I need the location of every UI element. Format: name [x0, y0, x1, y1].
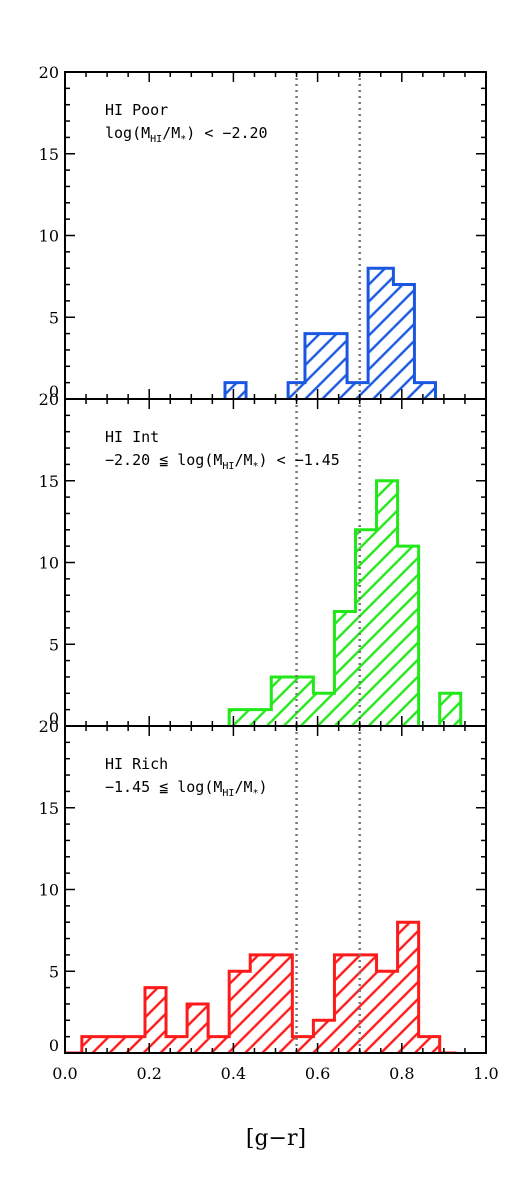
histogram-bar: [347, 382, 369, 399]
histogram-bar: [334, 954, 377, 1053]
histogram-bar: [376, 480, 398, 726]
y-tick-label: 20: [39, 390, 59, 409]
panel-condition: −2.20 ≦ log(MHI/M*) < −1.45: [105, 451, 340, 472]
y-tick-label: 10: [39, 881, 59, 900]
y-tick-label: 15: [39, 472, 59, 491]
histogram-bar: [224, 382, 247, 399]
y-tick-label: 0: [49, 709, 59, 728]
histogram-bar: [393, 284, 415, 399]
axes-frame: [64, 71, 487, 400]
histogram-bar: [229, 971, 251, 1053]
panel-label: HI Poor: [105, 101, 168, 119]
histogram-2: [65, 920, 457, 1053]
panel-1: 0 5 10 15 20 HI Int −2.20 ≦ log(MHI/M*) < −1.4…: [39, 390, 487, 728]
histogram-bar: [414, 382, 436, 399]
histogram-bar: [397, 546, 419, 726]
panel-label: HI Int: [105, 428, 159, 446]
x-tick-label: 0.2: [136, 1064, 161, 1083]
histogram-bar: [144, 987, 167, 1053]
label-text: ) < −1.45: [259, 451, 340, 469]
histogram-bar: [418, 1036, 440, 1053]
label-text: −1.45 ≦ log(M: [105, 778, 222, 796]
histogram-bar: [439, 693, 461, 726]
histogram-0: [223, 266, 437, 399]
histogram-bar: [208, 1036, 230, 1053]
histogram-1: [227, 479, 463, 726]
y-tick-label: 5: [49, 308, 59, 327]
x-tick-label: 0.0: [52, 1064, 77, 1083]
y-tick-label: 0: [49, 382, 59, 401]
label-text: ) < −2.20: [186, 124, 267, 142]
x-axis-title: [g−r]: [246, 1126, 306, 1151]
histogram-bar: [313, 1020, 335, 1053]
label-subscript: *: [180, 134, 186, 145]
x-tick-label: 0.4: [221, 1064, 246, 1083]
histogram-bar: [368, 268, 394, 399]
histogram-bar: [334, 611, 356, 726]
label-subscript: *: [253, 461, 259, 472]
x-tick-label: 0.6: [305, 1064, 330, 1083]
y-tick-label: 15: [39, 799, 59, 818]
label-subscript: HI: [150, 134, 162, 145]
histogram-bar: [250, 954, 293, 1053]
histogram-bar: [81, 1036, 145, 1053]
histogram-bar: [271, 676, 314, 726]
y-tick-label: 0: [49, 1036, 59, 1055]
panel-0: 0 5 10 15 20 HI Poor log(MHI/M*) < −2.20: [39, 63, 487, 401]
histogram-bar: [229, 709, 272, 726]
label-text: log(M: [105, 124, 150, 142]
histogram-bar: [313, 693, 335, 726]
histogram-bar: [166, 1036, 188, 1053]
label-text: /M: [234, 451, 252, 469]
label-text: ): [259, 778, 268, 796]
label-subscript: *: [253, 788, 259, 799]
y-tick-label: 15: [39, 145, 59, 164]
label-text: −2.20 ≦ log(M: [105, 451, 222, 469]
histogram-bar: [292, 1036, 314, 1053]
histogram-outline: [227, 479, 463, 726]
y-tick-label: 5: [49, 962, 59, 981]
histogram-bar: [397, 922, 419, 1053]
y-tick-label: 20: [39, 63, 59, 82]
histogram-bar: [304, 333, 348, 399]
y-tick-label: 10: [39, 554, 59, 573]
label-subscript: HI: [222, 461, 234, 472]
label-text: /M: [234, 778, 252, 796]
histogram-bar: [187, 1003, 209, 1053]
y-tick-label: 5: [49, 635, 59, 654]
histogram-outline: [65, 920, 457, 1053]
histogram-bar: [376, 971, 398, 1053]
panel-condition: −1.45 ≦ log(MHI/M*): [105, 778, 268, 799]
panel-label: HI Rich: [105, 755, 168, 773]
y-tick-label: 20: [39, 717, 59, 736]
panel-2: 0 5 10 15 20 HI Rich −1.45 ≦ log(MHI/M*): [39, 717, 487, 1055]
label-subscript: HI: [222, 788, 234, 799]
label-text: /M: [162, 124, 180, 142]
x-tick-label: 0.8: [389, 1064, 414, 1083]
panel-condition: log(MHI/M*) < −2.20: [105, 124, 268, 145]
histogram-outline: [223, 266, 437, 399]
x-tick-label: 1.0: [473, 1064, 498, 1083]
y-tick-label: 10: [39, 227, 59, 246]
